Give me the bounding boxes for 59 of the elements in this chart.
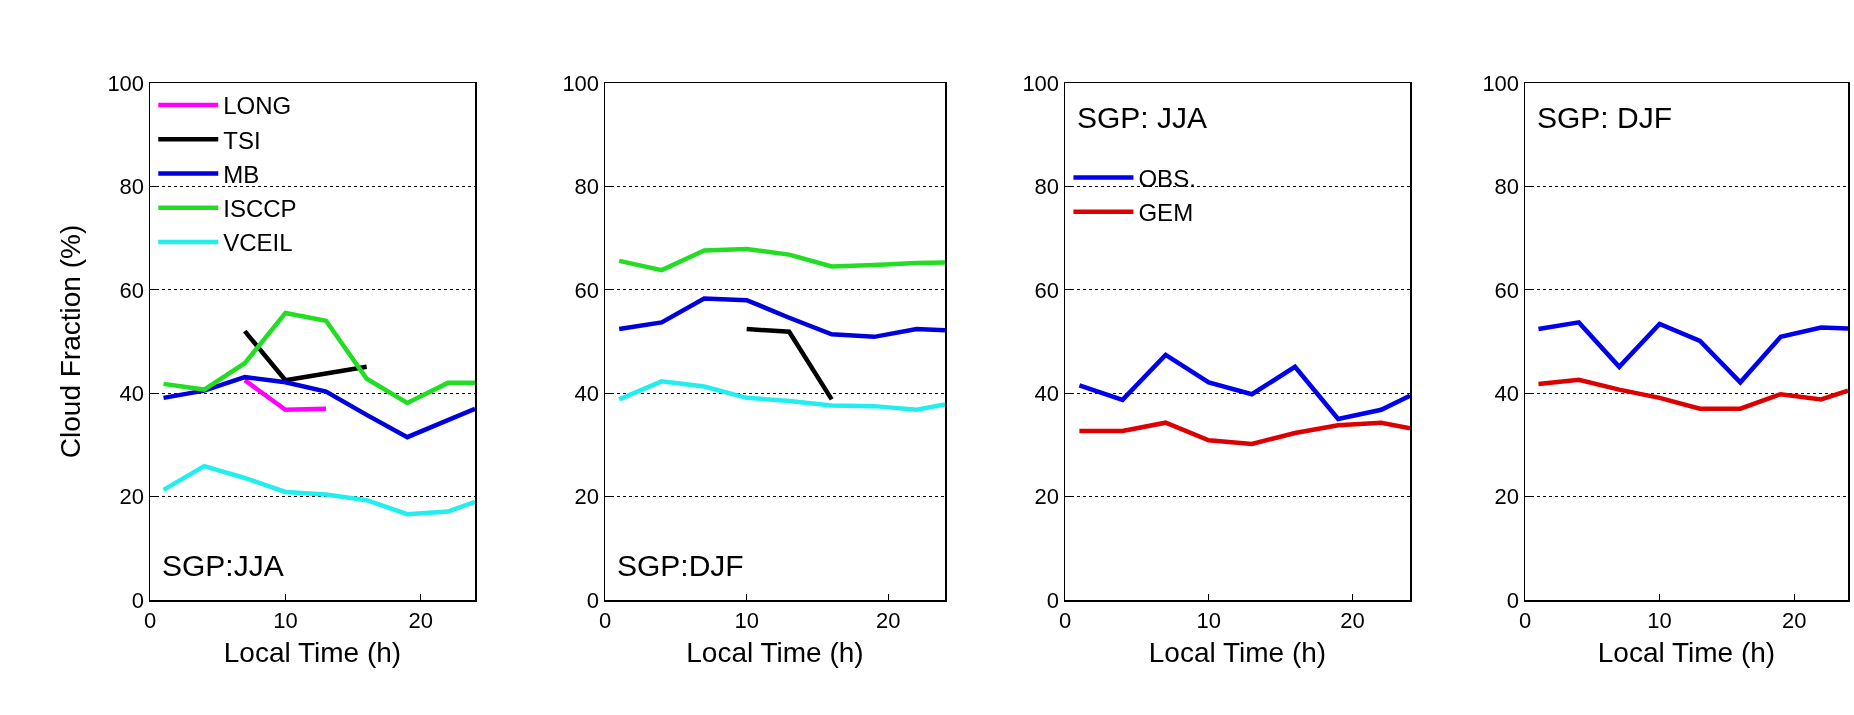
y-tick-label: 80 — [1494, 174, 1520, 200]
line-series — [161, 374, 475, 440]
line-series — [616, 246, 945, 273]
line-series — [1077, 352, 1410, 422]
y-tick-label: 0 — [586, 587, 600, 613]
x-axis-title: Local Time (h) — [686, 636, 864, 668]
legend-label: OBS. — [1138, 164, 1196, 192]
legend-label: ISCCP — [223, 195, 297, 223]
line-series — [616, 296, 945, 340]
y-tick-label: 20 — [1034, 484, 1060, 510]
legend-label: VCEIL — [223, 229, 293, 257]
y-tick-label: 40 — [1494, 380, 1520, 406]
y-tick-label: 0 — [131, 587, 145, 613]
line-series — [1536, 320, 1848, 385]
line-series — [242, 328, 369, 383]
x-axis-title: Local Time (h) — [1597, 636, 1776, 668]
y-tick-label: 80 — [1034, 174, 1060, 200]
x-tick-label: 20 — [1340, 607, 1365, 633]
y-tick-label: 40 — [1034, 380, 1060, 406]
y-tick-label: 60 — [1034, 277, 1060, 303]
y-tick-label: 100 — [107, 70, 145, 96]
y-tick-label: 0 — [1046, 587, 1060, 613]
legend-label: LONG — [223, 92, 292, 120]
legend-label: GEM — [1138, 199, 1194, 227]
y-tick-label: 40 — [119, 380, 145, 406]
line-series — [1077, 420, 1410, 447]
x-tick-label: 20 — [1781, 607, 1807, 633]
legend-label: TSI — [223, 126, 261, 154]
x-axis-title: Local Time (h) — [1148, 636, 1327, 668]
y-tick-label: 60 — [1494, 277, 1520, 303]
y-tick-label: 20 — [119, 484, 145, 510]
x-tick-label: 10 — [734, 607, 759, 633]
y-tick-label: 40 — [574, 380, 600, 406]
x-tick-label: 10 — [273, 607, 298, 633]
line-series — [1536, 377, 1848, 411]
line-series — [161, 310, 475, 406]
annotation: SGP: JJA — [1077, 101, 1208, 134]
x-axis-title: Local Time (h) — [223, 636, 402, 668]
x-tick-label: 20 — [876, 607, 901, 633]
x-tick-label: 10 — [1196, 607, 1221, 633]
y-tick-label: 20 — [574, 484, 600, 510]
x-tick-label: 10 — [1647, 607, 1672, 633]
x-tick-label: 20 — [408, 607, 434, 633]
y-tick-label: 100 — [1482, 70, 1520, 96]
y-tick-label: 80 — [574, 174, 600, 200]
y-tick-label: 60 — [119, 277, 145, 303]
line-series — [161, 463, 475, 517]
y-axis-title: Cloud Fraction (%) — [55, 224, 87, 459]
y-tick-label: 100 — [562, 70, 600, 96]
y-tick-label: 20 — [1494, 484, 1520, 510]
y-tick-label: 80 — [119, 174, 145, 200]
legend-label: MB — [223, 160, 260, 188]
annotation: SGP: DJF — [1537, 101, 1673, 134]
y-tick-label: 60 — [574, 277, 600, 303]
annotation: SGP:JJA — [162, 549, 284, 582]
line-series — [616, 379, 945, 412]
y-tick-label: 100 — [1022, 70, 1060, 96]
annotation: SGP:DJF — [617, 549, 744, 582]
y-tick-label: 0 — [1506, 587, 1520, 613]
